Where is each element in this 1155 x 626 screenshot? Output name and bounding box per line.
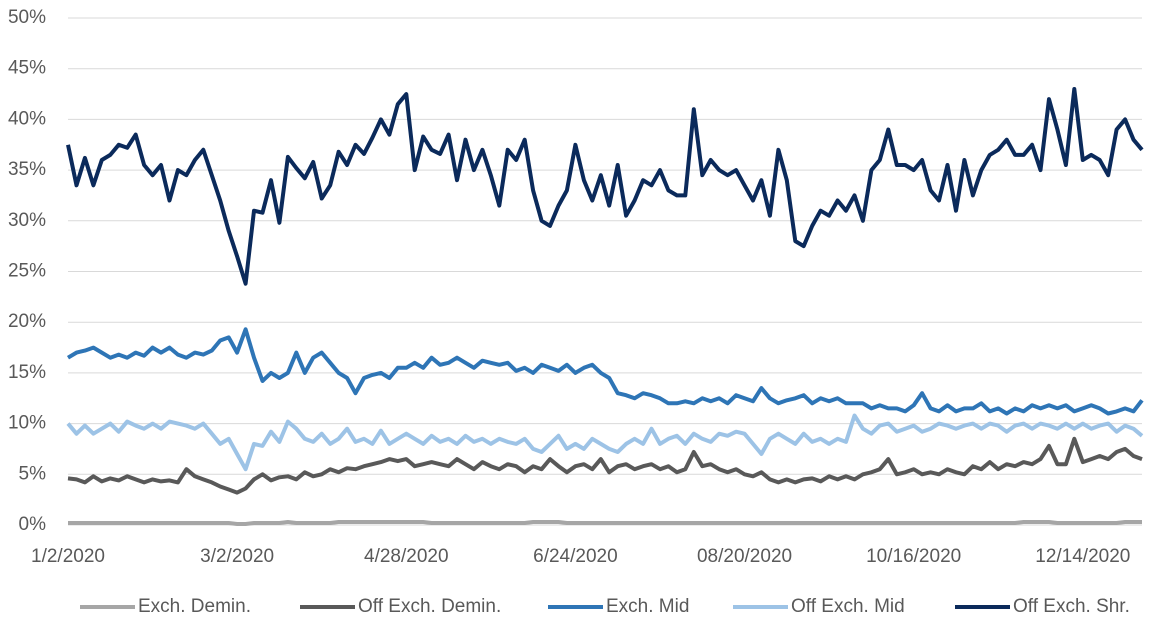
y-tick-label: 5% (19, 463, 47, 484)
series-line (67, 436, 1143, 495)
y-tick-label: 35% (8, 159, 46, 180)
x-tick-label: 1/2/2020 (31, 546, 105, 567)
y-tick-label: 45% (8, 58, 46, 79)
legend-label: Off Exch. Mid (791, 596, 905, 617)
x-tick-label: 3/2/2020 (200, 546, 274, 567)
y-tick-label: 20% (8, 311, 46, 332)
series-line (68, 520, 1142, 526)
x-tick-label: 6/24/2020 (533, 546, 618, 567)
y-tick-label: 50% (8, 7, 46, 28)
x-tick-label: 10/16/2020 (866, 546, 961, 567)
y-tick-label: 30% (8, 210, 46, 231)
series-line (66, 413, 1144, 472)
y-tick-label: 15% (8, 362, 46, 383)
legend-label: Exch. Demin. (138, 596, 251, 617)
y-tick-label: 25% (8, 261, 46, 282)
x-tick-label: 12/14/2020 (1035, 546, 1130, 567)
x-tick-label: 08/20/2020 (697, 546, 792, 567)
legend-label: Exch. Mid (606, 596, 689, 617)
legend-label: Off Exch. Shr. (1013, 596, 1130, 617)
legend-label: Off Exch. Demin. (358, 596, 501, 617)
y-tick-label: 0% (19, 514, 47, 535)
series-line (66, 327, 1144, 416)
x-tick-label: 4/28/2020 (364, 546, 449, 567)
series-line (66, 87, 1144, 286)
y-tick-label: 10% (8, 413, 46, 434)
y-tick-label: 40% (8, 108, 46, 129)
